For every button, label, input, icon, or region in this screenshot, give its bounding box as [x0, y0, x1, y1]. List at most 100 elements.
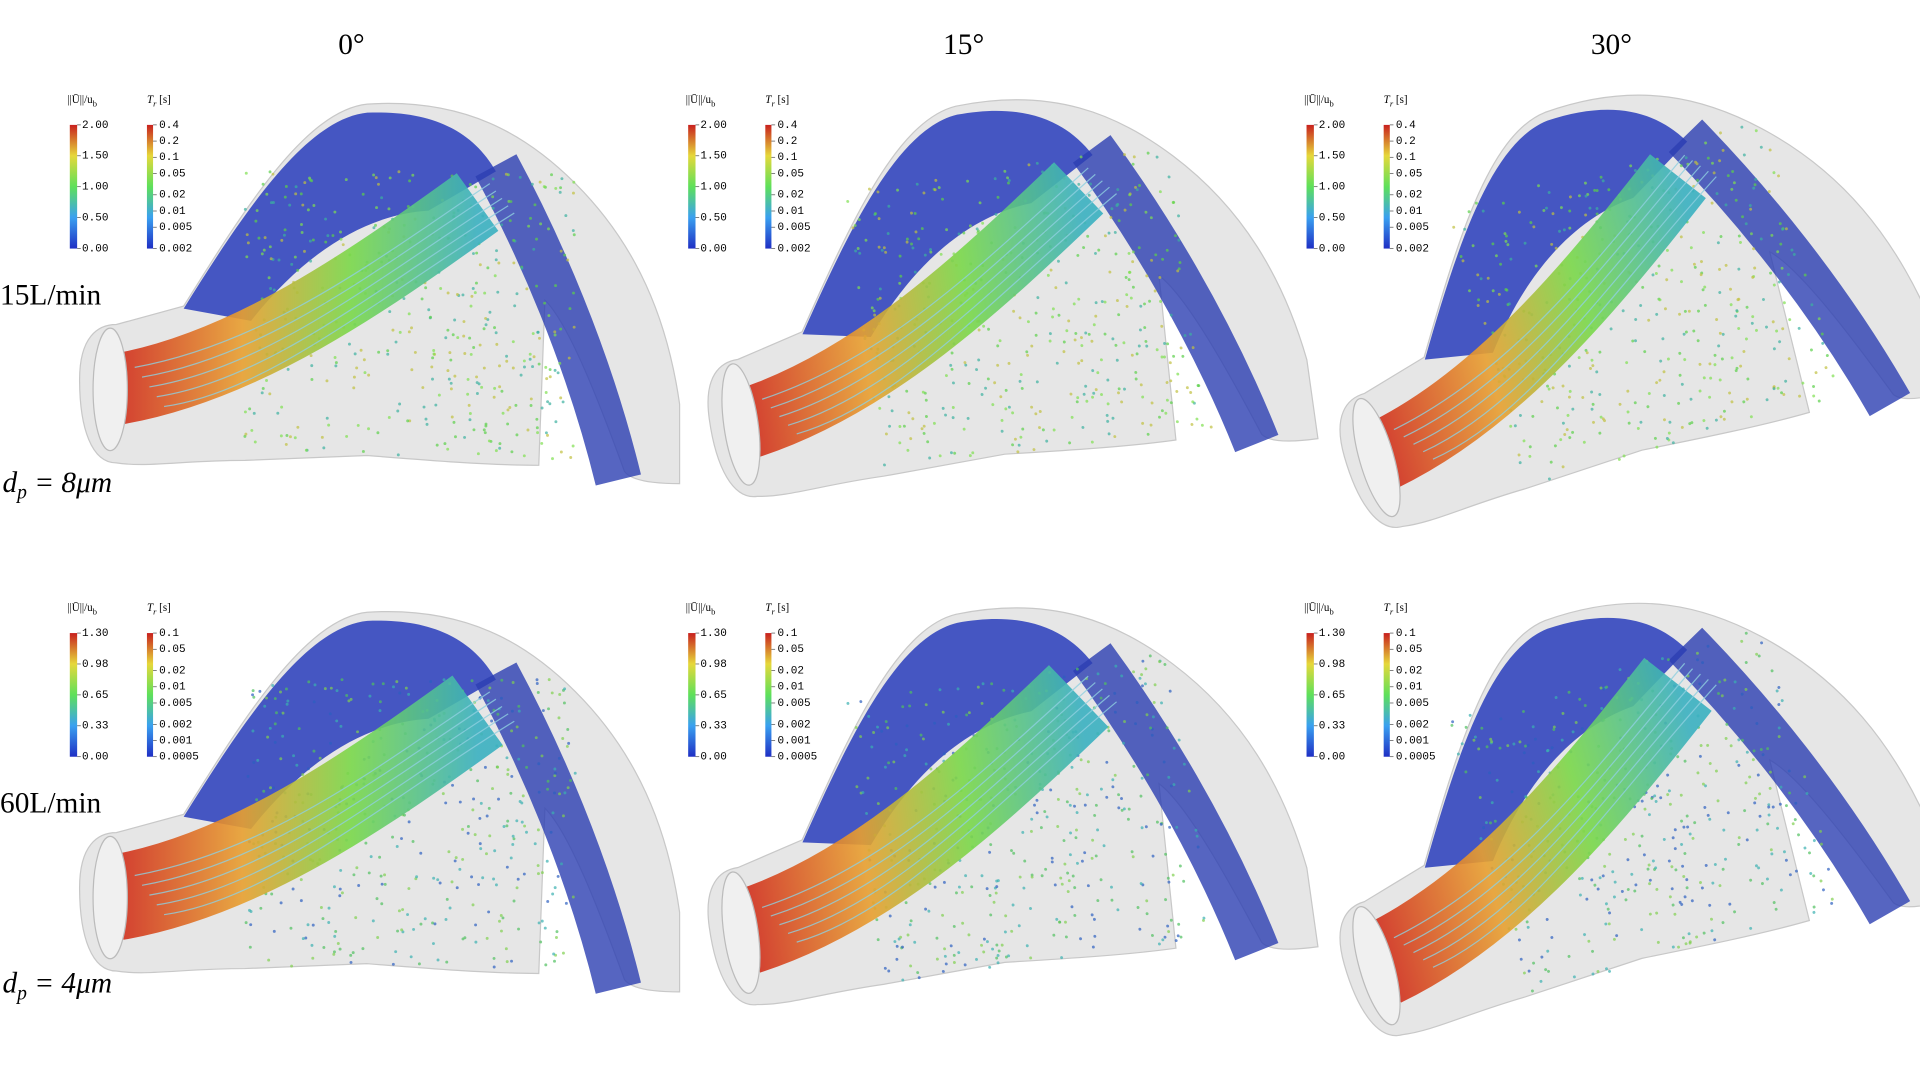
particle	[1085, 399, 1089, 403]
low-velocity-region	[802, 110, 1093, 337]
particle	[492, 877, 496, 881]
particle	[1090, 856, 1094, 860]
particle	[322, 446, 326, 450]
particle	[383, 873, 387, 877]
particle	[1745, 750, 1749, 754]
airway	[1339, 602, 1920, 1037]
particle	[510, 709, 514, 713]
particle	[550, 173, 554, 177]
particle	[880, 729, 884, 733]
particle	[512, 261, 516, 265]
particle	[1721, 148, 1725, 152]
particle	[1017, 924, 1021, 928]
particle	[1559, 206, 1563, 210]
particle	[1708, 903, 1712, 907]
colorbar-tick-label: 0.00	[1319, 243, 1345, 255]
particle	[544, 365, 548, 369]
particle	[1499, 717, 1503, 721]
particle	[1034, 333, 1038, 337]
particle	[490, 719, 494, 723]
particle	[1021, 830, 1025, 834]
particle	[1013, 437, 1017, 441]
particle	[1115, 358, 1119, 362]
colorbar-title-text: ||Ū||/u	[1304, 602, 1330, 614]
particle	[1685, 886, 1689, 890]
particle	[1087, 193, 1091, 197]
colorbar-tick-label: 0.005	[778, 222, 811, 234]
particle	[1682, 825, 1686, 829]
particle	[1726, 811, 1730, 815]
particle	[978, 201, 982, 205]
particle	[1046, 273, 1050, 277]
colorbar-tick-label: 0.002	[1396, 719, 1429, 731]
particle	[1680, 280, 1683, 284]
particle	[1131, 250, 1135, 254]
particle	[1697, 309, 1700, 313]
particle	[1820, 842, 1823, 846]
particle	[532, 247, 536, 251]
particle	[1181, 354, 1185, 358]
particle	[1682, 875, 1686, 878]
particle	[1730, 356, 1734, 360]
particle	[506, 819, 510, 823]
particle	[377, 182, 380, 186]
particle	[1784, 858, 1788, 862]
particle	[1703, 805, 1707, 809]
particle	[1704, 863, 1708, 867]
particle	[439, 287, 443, 290]
particle	[1599, 175, 1603, 179]
particle	[446, 369, 450, 373]
particle	[484, 316, 488, 320]
particle	[535, 284, 539, 288]
particle	[1641, 285, 1645, 289]
particle	[493, 386, 497, 390]
particle	[446, 291, 450, 295]
particle	[527, 224, 531, 228]
particle	[990, 682, 994, 686]
particle	[1145, 344, 1149, 348]
particle	[1163, 662, 1167, 666]
particle	[540, 919, 544, 923]
particle	[528, 352, 532, 356]
colorbar	[688, 633, 696, 757]
particle	[474, 923, 478, 927]
particle	[966, 416, 970, 420]
particle	[1068, 441, 1072, 445]
particle	[1532, 961, 1536, 965]
particle	[870, 745, 874, 749]
particle	[1592, 420, 1595, 424]
particle	[1537, 770, 1540, 774]
particle	[964, 363, 968, 367]
particle	[1528, 445, 1532, 449]
particle	[1169, 784, 1173, 788]
particle	[1630, 872, 1634, 876]
particle	[454, 856, 458, 860]
colorbar-title-subscript: b	[93, 607, 97, 617]
particle	[1655, 381, 1659, 385]
particle	[563, 687, 567, 691]
particle	[359, 348, 363, 352]
particle	[276, 411, 280, 415]
particle	[1134, 722, 1138, 726]
particle	[325, 416, 329, 420]
particle	[1568, 195, 1572, 199]
particle	[509, 200, 513, 204]
particle	[372, 226, 376, 230]
particle	[1742, 350, 1746, 353]
particle	[419, 851, 423, 855]
streamline	[134, 691, 491, 877]
particle	[447, 850, 451, 854]
particle	[982, 950, 986, 954]
particle	[1176, 934, 1180, 938]
particle	[472, 797, 476, 801]
colorbar-tick-label: 0.05	[159, 168, 185, 180]
particle	[1080, 344, 1084, 348]
streamline	[1403, 160, 1694, 438]
particle	[1116, 908, 1120, 912]
particle	[1159, 300, 1163, 303]
particle	[1132, 764, 1136, 768]
particle	[1754, 864, 1758, 868]
particle	[970, 885, 974, 889]
particle	[1529, 221, 1533, 225]
